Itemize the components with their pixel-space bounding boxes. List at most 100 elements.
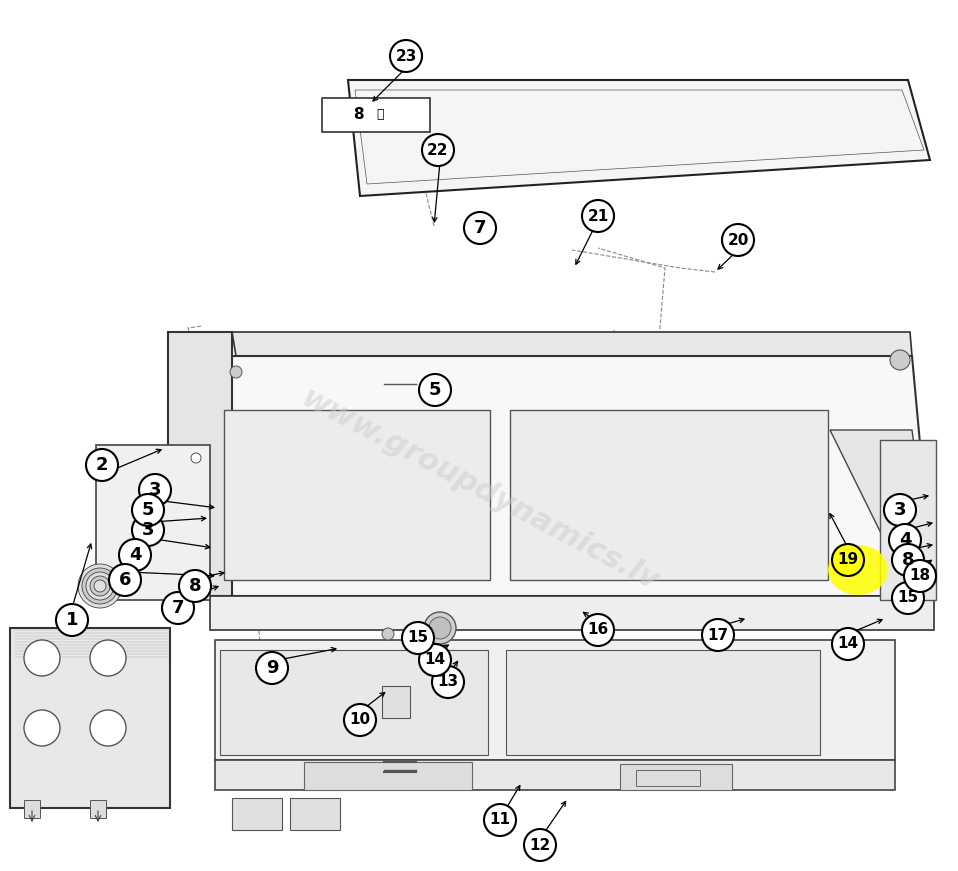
- Circle shape: [524, 829, 556, 861]
- Text: 15: 15: [898, 591, 919, 605]
- Polygon shape: [215, 640, 895, 760]
- Text: 8: 8: [353, 106, 363, 121]
- Circle shape: [24, 640, 60, 676]
- Text: 13: 13: [438, 674, 459, 690]
- Circle shape: [56, 604, 88, 636]
- Text: 3: 3: [894, 501, 906, 519]
- Text: 16: 16: [587, 623, 608, 638]
- Circle shape: [832, 628, 864, 660]
- Circle shape: [139, 474, 171, 506]
- Circle shape: [832, 544, 864, 576]
- Text: 15: 15: [407, 631, 428, 645]
- Text: 19: 19: [837, 552, 858, 568]
- Circle shape: [103, 583, 113, 593]
- Circle shape: [90, 710, 126, 746]
- Bar: [90, 800, 106, 818]
- Text: 17: 17: [707, 627, 729, 643]
- Text: 3: 3: [142, 521, 154, 539]
- Polygon shape: [304, 762, 472, 790]
- Ellipse shape: [828, 545, 888, 595]
- Text: 14: 14: [424, 652, 445, 667]
- Polygon shape: [506, 650, 820, 755]
- Circle shape: [103, 453, 113, 463]
- Circle shape: [179, 570, 211, 602]
- Polygon shape: [322, 98, 430, 132]
- Text: 5: 5: [429, 381, 442, 399]
- Text: 21: 21: [587, 208, 608, 224]
- Text: 22: 22: [427, 143, 448, 158]
- Text: 23: 23: [396, 49, 417, 64]
- Text: 11: 11: [490, 813, 511, 827]
- Circle shape: [464, 212, 496, 244]
- Circle shape: [140, 518, 164, 542]
- Circle shape: [582, 614, 614, 646]
- Circle shape: [892, 582, 924, 614]
- Circle shape: [162, 592, 194, 624]
- Circle shape: [484, 804, 516, 836]
- Polygon shape: [830, 430, 934, 596]
- Text: 4: 4: [899, 531, 911, 549]
- Circle shape: [344, 704, 376, 736]
- Circle shape: [132, 514, 164, 546]
- Text: 10: 10: [350, 712, 371, 727]
- Text: 8: 8: [901, 551, 914, 569]
- Polygon shape: [210, 596, 934, 630]
- Circle shape: [432, 666, 464, 698]
- Circle shape: [191, 583, 201, 593]
- Polygon shape: [10, 628, 170, 808]
- Text: 12: 12: [530, 838, 551, 853]
- Text: ⛳: ⛳: [376, 107, 384, 120]
- Circle shape: [132, 494, 164, 526]
- Text: 7: 7: [171, 599, 184, 617]
- Polygon shape: [290, 798, 340, 830]
- Circle shape: [24, 710, 60, 746]
- Polygon shape: [96, 445, 210, 600]
- Circle shape: [422, 134, 454, 166]
- Circle shape: [892, 544, 924, 576]
- Circle shape: [191, 453, 201, 463]
- Polygon shape: [168, 332, 232, 596]
- Text: 1: 1: [66, 611, 79, 629]
- Text: 5: 5: [142, 501, 154, 519]
- Circle shape: [702, 619, 734, 651]
- Polygon shape: [215, 760, 895, 790]
- Circle shape: [86, 449, 118, 481]
- Circle shape: [582, 200, 614, 232]
- Circle shape: [904, 560, 936, 592]
- Circle shape: [884, 494, 916, 526]
- Polygon shape: [224, 410, 490, 580]
- Circle shape: [86, 572, 114, 600]
- Polygon shape: [348, 80, 930, 196]
- Circle shape: [78, 564, 122, 608]
- Polygon shape: [620, 764, 732, 790]
- Circle shape: [90, 576, 110, 596]
- Polygon shape: [232, 332, 912, 356]
- Polygon shape: [220, 650, 488, 755]
- Circle shape: [429, 617, 451, 639]
- Polygon shape: [382, 686, 410, 718]
- Text: 8: 8: [189, 577, 201, 595]
- Circle shape: [119, 539, 151, 571]
- Circle shape: [90, 640, 126, 676]
- Polygon shape: [636, 770, 700, 786]
- Text: 2: 2: [96, 456, 108, 474]
- Text: 3: 3: [148, 481, 161, 499]
- Circle shape: [109, 564, 141, 596]
- Text: 18: 18: [909, 569, 930, 584]
- Circle shape: [424, 612, 456, 644]
- Circle shape: [419, 374, 451, 406]
- Polygon shape: [232, 798, 282, 830]
- Text: 9: 9: [265, 659, 278, 677]
- Polygon shape: [880, 440, 936, 600]
- Circle shape: [382, 628, 394, 640]
- Text: www.groupdynamics.lv: www.groupdynamics.lv: [297, 383, 664, 597]
- Text: 4: 4: [128, 546, 141, 564]
- Text: 7: 7: [474, 219, 487, 237]
- Circle shape: [889, 524, 921, 556]
- Circle shape: [402, 622, 434, 654]
- Text: 20: 20: [727, 233, 749, 247]
- Circle shape: [230, 366, 242, 378]
- Polygon shape: [510, 410, 828, 580]
- Circle shape: [722, 224, 754, 256]
- Bar: [24, 800, 40, 818]
